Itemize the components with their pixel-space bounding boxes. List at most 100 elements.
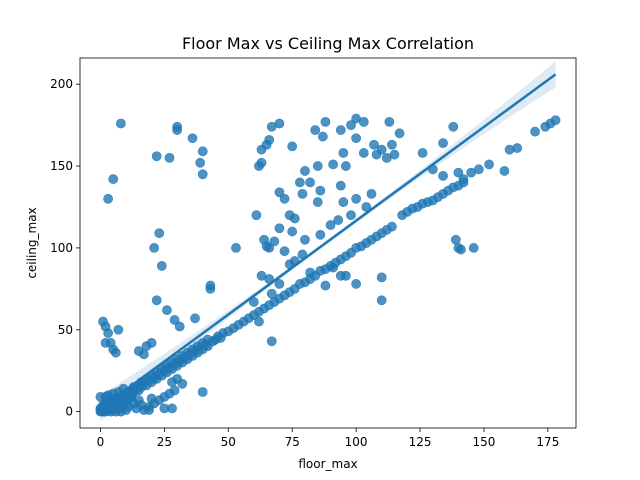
data-point [358,116,369,127]
data-point [133,346,144,356]
data-point [346,120,356,131]
data-point [317,131,328,142]
data-point [146,337,157,348]
y-axis: 0 50 100 150 200 [50,77,80,419]
data-point [136,400,147,410]
data-point [126,391,137,402]
y-tick-label: 50 [58,323,73,337]
x-tick-label: 125 [409,435,432,449]
data-point [254,316,264,327]
data-point [266,288,277,299]
x-tick-label: 50 [221,435,236,449]
data-point [113,324,124,335]
data-point [256,270,267,281]
data-point [351,193,362,204]
data-point [530,126,540,137]
data-point [256,157,267,168]
data-point [453,167,464,178]
data-point [151,295,162,306]
data-point [108,174,119,185]
data-point [100,337,111,348]
data-point [279,246,290,257]
data-point [287,226,298,237]
y-tick-label: 150 [50,159,73,173]
plot-area [95,61,561,422]
data-point [468,243,479,253]
y-tick-label: 200 [50,77,73,91]
y-tick-label: 100 [50,241,73,255]
data-point [149,243,160,253]
data-point [103,328,114,338]
data-point [310,125,321,135]
data-point [340,161,351,171]
data-point [269,236,280,247]
x-axis-label: floor_max [298,457,357,471]
data-point [338,148,349,158]
data-point [438,138,448,149]
data-point [172,121,183,132]
data-point [300,234,310,245]
data-point [274,187,285,198]
data-point [450,234,461,245]
data-point [100,391,111,402]
data-point [144,405,154,415]
x-tick-label: 75 [285,435,300,449]
data-point [305,267,315,278]
data-point [325,220,336,230]
data-point [335,180,346,191]
data-point [328,262,339,273]
data-point [320,116,331,127]
data-point [315,229,326,240]
chart-title: Floor Max vs Ceiling Max Correlation [182,34,474,53]
data-point [167,403,177,414]
y-axis-label: ceiling_max [25,207,39,278]
data-point [351,279,362,289]
data-point [361,202,372,212]
data-point [376,272,387,283]
data-point [417,148,428,158]
x-axis: 0 25 50 75 100 125 150 175 [97,428,559,449]
data-point [205,280,216,291]
data-point [389,149,400,160]
y-tick-label: 0 [65,405,73,419]
data-point [174,321,185,332]
data-point [248,297,259,307]
data-point [146,393,157,404]
data-point [274,279,285,289]
data-point [351,133,362,144]
data-point [312,197,323,207]
data-point [369,139,379,150]
data-point [274,223,285,234]
data-point [264,243,275,253]
data-point [251,210,262,221]
data-point [305,177,315,188]
data-point [387,139,397,150]
data-point [328,159,339,170]
data-point [294,177,305,188]
data-point [195,157,206,168]
data-point [499,166,510,176]
data-point [162,305,172,316]
data-point [156,261,167,271]
data-point [335,125,346,135]
data-point [333,215,344,225]
data-point [164,152,175,163]
data-point [103,193,114,204]
data-point [151,151,162,162]
data-point [169,385,180,396]
data-point [110,406,121,417]
data-point [376,295,387,306]
data-point [297,188,308,199]
data-point [387,221,397,232]
data-point [197,387,208,397]
regression-line [99,73,557,410]
data-point [366,188,377,199]
data-point [456,244,466,255]
data-point [287,141,298,152]
data-point [448,121,459,132]
data-point [394,128,405,139]
data-point [312,161,323,171]
data-point [484,159,494,170]
x-tick-label: 0 [97,435,105,449]
